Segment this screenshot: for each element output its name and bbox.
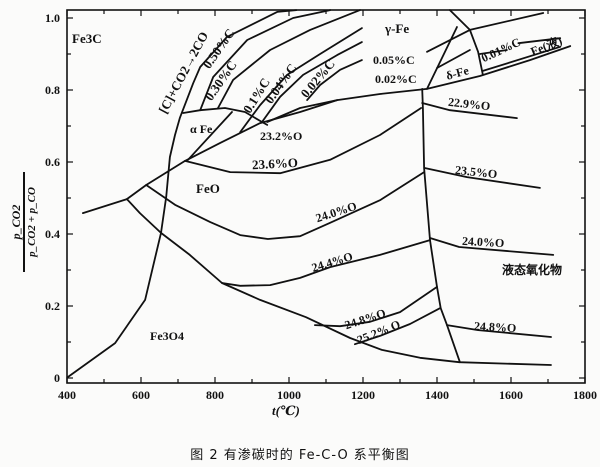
label-23.2O: 23.2%O: [260, 129, 303, 143]
boundary-line-0.04%C: [261, 41, 363, 123]
boundary-line-liquid-24.8%O: [446, 324, 552, 338]
x-tick-label: 400: [58, 388, 76, 402]
boundary-line-Fe3O4-FeO-boundary: [126, 198, 552, 366]
boundary-line-0.01%C-upper: [517, 37, 562, 45]
boundary-line-23.6%O: [184, 107, 423, 175]
boundary-line-0.30%C: [217, 9, 361, 109]
y-label-numerator: p_CO2: [9, 204, 24, 240]
label-fe3o4: Fe3O4: [150, 329, 184, 343]
boundary-line-24.8%O: [313, 285, 438, 328]
boundary-line-alpha-gamma-boundary: [182, 107, 269, 126]
boundary-line-0.01%C: [481, 45, 562, 72]
boundary-line-alpha-inner-line: [187, 111, 233, 161]
y-tick-label: 1.0: [45, 11, 60, 25]
x-tick-label: 1800: [573, 388, 597, 402]
boundary-line-liquid-23.5%O: [424, 167, 541, 189]
y-tick-label: 0: [54, 371, 60, 385]
boundary-line-0.1%C: [239, 27, 363, 134]
boundary-line-0.50%C: [199, 9, 332, 112]
label-feo: FeO: [196, 181, 220, 196]
label-24.0O-liquid: 24.0%O: [461, 233, 505, 251]
boundary-line-0.05%C: [426, 12, 545, 53]
boundary-line-delta-left-boundary: [426, 26, 458, 90]
y-tick-label: 0.8: [45, 83, 60, 97]
label-0.05C-gamma: 0.05%C: [373, 53, 415, 67]
figure-caption: 图 2 有渗碳时的 Fe-C-O 系平衡图: [190, 448, 410, 463]
boundary-line-liquid-22.9%O: [421, 102, 518, 119]
boundary-line-graphite-boundary--C-CO2-2CO: [67, 9, 298, 378]
boundary-line-liquid-24.0%O: [429, 237, 555, 256]
boundary-line-liquid-oxide-boundary: [421, 88, 461, 364]
boundary-line-delta-liquid-arc: [448, 9, 484, 76]
label-liquid-oxide: 液态氧化物: [502, 263, 563, 277]
x-tick-label: 1000: [277, 388, 301, 402]
ticks: [66, 10, 586, 383]
tick-labels: 400 600 800 1000 1200 1400 1600 1800 0 0.2 0.4 0.6 0…: [45, 11, 597, 402]
x-tick-label: 1400: [425, 388, 449, 402]
label-fe3c: Fe3C: [72, 31, 102, 46]
x-tick-label: 800: [206, 388, 224, 402]
boundary-line-24.0%O: [145, 171, 426, 240]
x-tick-label: 1600: [499, 388, 523, 402]
label-gamma-fe: γ-Fe: [385, 21, 410, 36]
y-axis-label: p_CO2 p_CO2 + p_CO: [8, 167, 40, 277]
boundary-line-0.02%C: [306, 59, 363, 101]
boundary-line-Fe3O4-left-boundary: [82, 198, 128, 215]
x-tick-label: 1200: [351, 388, 375, 402]
boundary-line-23.2%O-lens: [266, 99, 339, 123]
label-23.6O: 23.6%O: [251, 154, 299, 173]
boundary-line-24.4%O: [221, 239, 431, 287]
label-alpha-fe: α Fe: [190, 122, 213, 136]
label-24.8O-liquid: 24.8%O: [473, 318, 517, 336]
boundary-line-0.01%C-short: [478, 49, 508, 55]
y-tick-label: 0.6: [45, 155, 60, 169]
boundary-line-25.2%O: [353, 307, 441, 346]
y-tick-label: 0.2: [45, 299, 60, 313]
y-tick-label: 0.4: [45, 227, 60, 241]
y-label-denominator: p_CO2 + p_CO: [25, 187, 38, 257]
label-0.02C-gamma: 0.02%C: [375, 72, 417, 86]
phase-boundaries: [67, 9, 572, 378]
boundary-line-FeO-Fe-boundary: [126, 45, 572, 201]
x-tick-label: 600: [132, 388, 150, 402]
x-axis-label: t(℃): [272, 403, 300, 418]
boundary-line-delta-0.02%C: [436, 49, 471, 69]
